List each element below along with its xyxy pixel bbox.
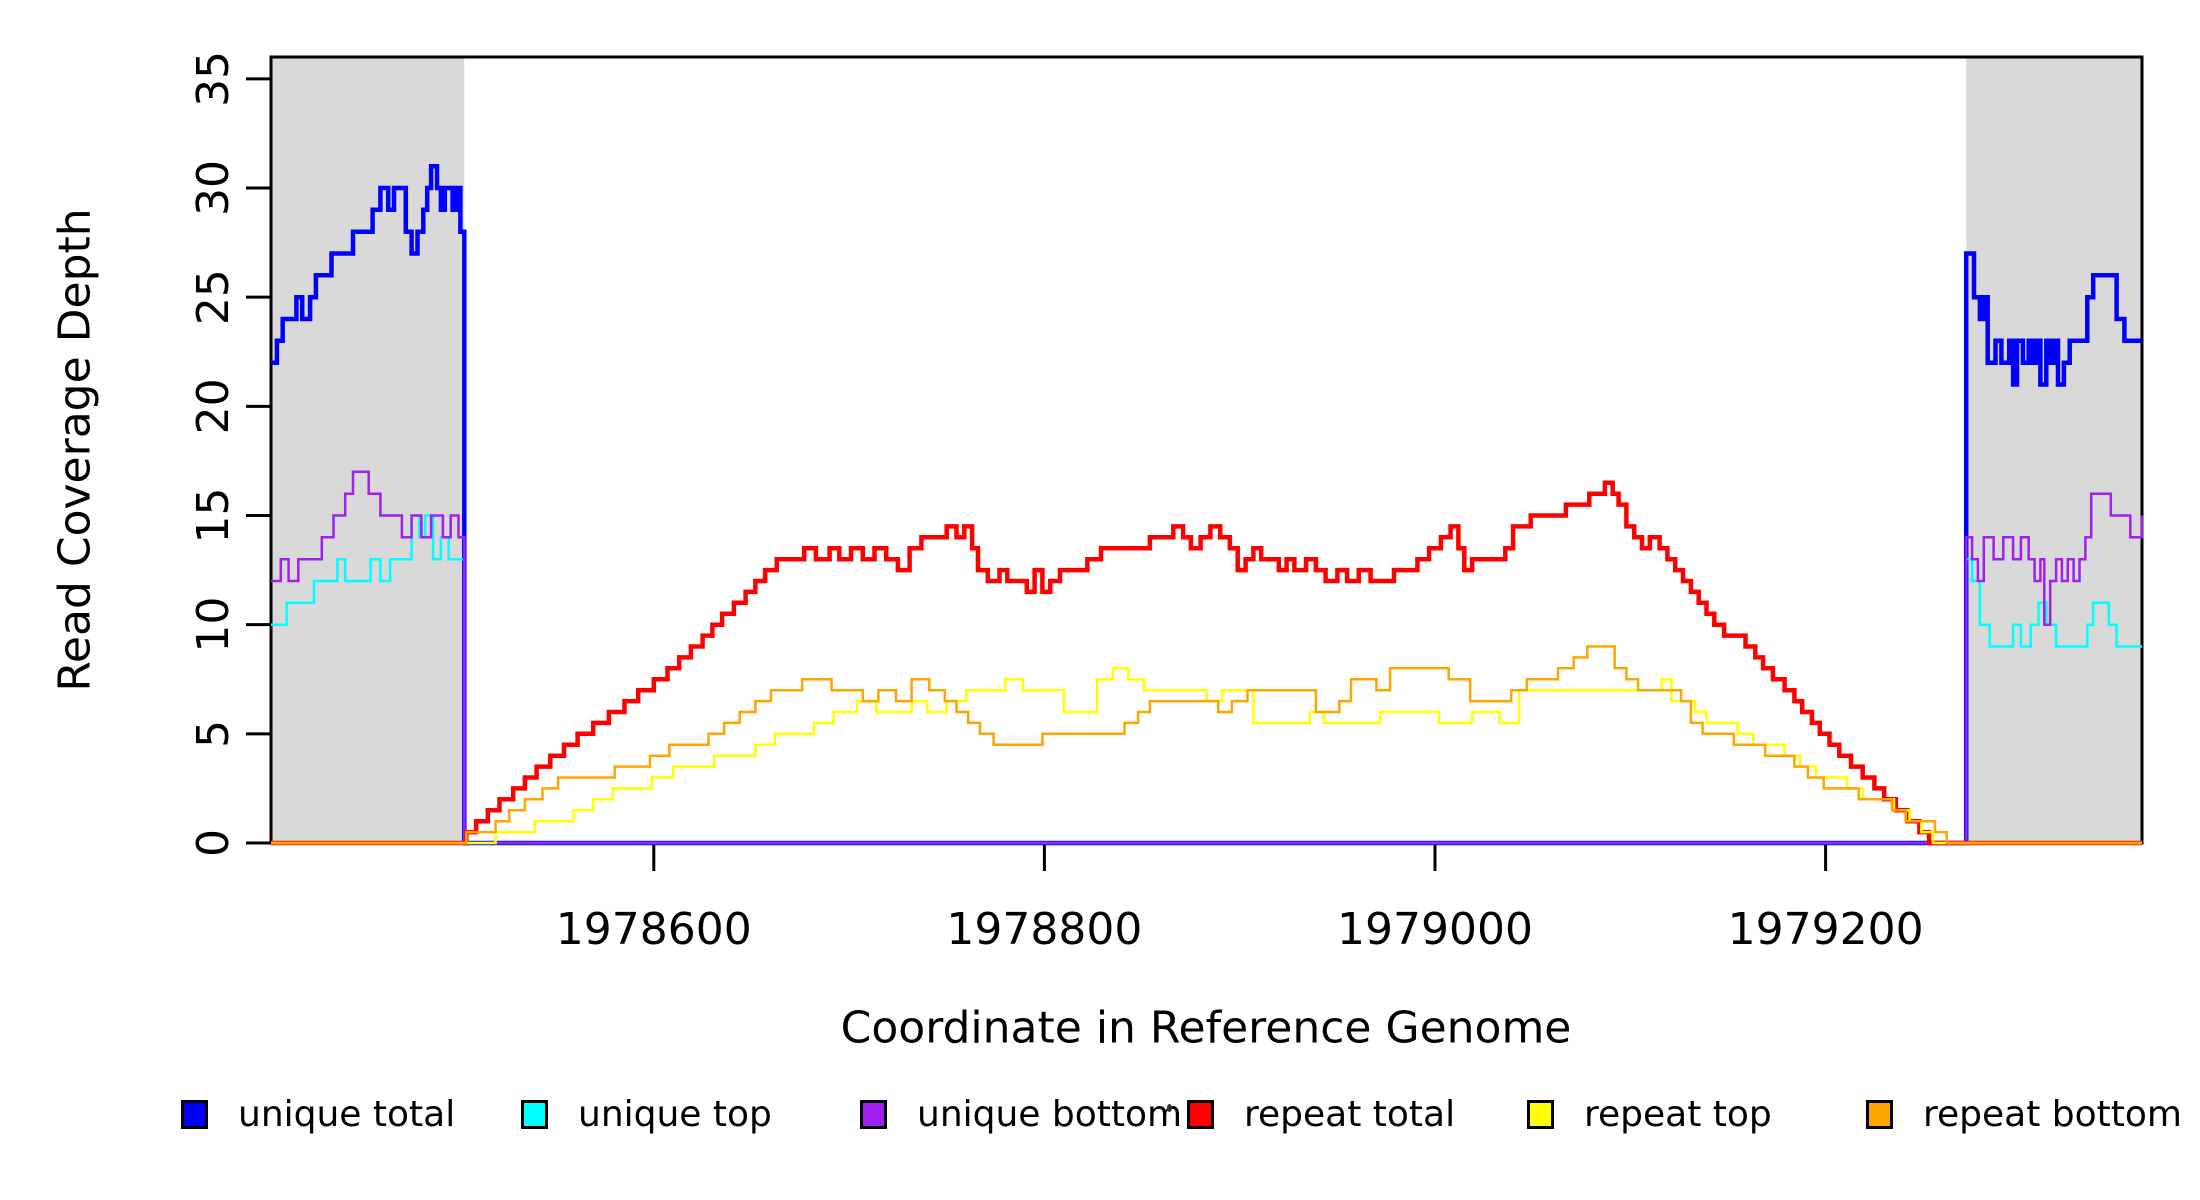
legend-item: repeat bottom bbox=[1866, 1094, 2182, 1135]
x-tick-label: 1979200 bbox=[1728, 904, 1924, 955]
legend-swatch bbox=[1527, 1100, 1554, 1129]
legend-item: unique total bbox=[181, 1094, 455, 1135]
x-tick-label: 1978800 bbox=[946, 904, 1142, 955]
series-repeat-top bbox=[271, 667, 2142, 845]
y-tick-label: 25 bbox=[188, 269, 239, 325]
y-tick-label: 20 bbox=[188, 378, 239, 434]
legend-item: repeat top bbox=[1527, 1094, 1772, 1135]
x-axis-title: Coordinate in Reference Genome bbox=[840, 1002, 1572, 1054]
legend-swatch bbox=[181, 1100, 208, 1129]
legend-swatch bbox=[521, 1100, 548, 1129]
y-tick-label: 0 bbox=[188, 829, 239, 857]
series-unique-bottom bbox=[271, 470, 2144, 845]
y-tick-label: 15 bbox=[188, 488, 239, 544]
legend-label: repeat bottom bbox=[1923, 1094, 2182, 1135]
y-tick-label: 35 bbox=[188, 51, 239, 107]
legend-item: unique bottom bbox=[860, 1094, 1182, 1135]
series-unique-total bbox=[271, 163, 2142, 846]
legend-label: unique bottom bbox=[917, 1094, 1183, 1135]
x-tick-label: 1979000 bbox=[1337, 904, 1533, 955]
series-repeat-bottom bbox=[271, 645, 2142, 845]
legend-swatch bbox=[1187, 1100, 1214, 1129]
y-axis-title: Read Coverage Depth bbox=[49, 208, 101, 692]
legend-swatch bbox=[1866, 1100, 1893, 1129]
y-tick-label: 10 bbox=[188, 597, 239, 653]
series-repeat-total bbox=[271, 480, 2142, 846]
stray-mark bbox=[1167, 1104, 1172, 1112]
legend-label: unique total bbox=[238, 1094, 456, 1135]
legend-swatch bbox=[860, 1100, 887, 1129]
y-tick-label: 5 bbox=[188, 720, 239, 748]
legend-item: unique top bbox=[521, 1094, 772, 1135]
legend-label: unique top bbox=[578, 1094, 772, 1135]
legend-label: repeat total bbox=[1244, 1094, 1456, 1135]
x-tick-label: 1978600 bbox=[556, 904, 752, 955]
shaded-region bbox=[1966, 58, 2142, 843]
legend: unique total unique top unique bottom re… bbox=[0, 1094, 2200, 1138]
legend-item: repeat total bbox=[1187, 1094, 1455, 1135]
y-tick-label: 30 bbox=[188, 160, 239, 216]
series-unique-top bbox=[271, 514, 2142, 845]
plot-border bbox=[269, 55, 2144, 845]
legend-label: repeat top bbox=[1584, 1094, 1772, 1135]
